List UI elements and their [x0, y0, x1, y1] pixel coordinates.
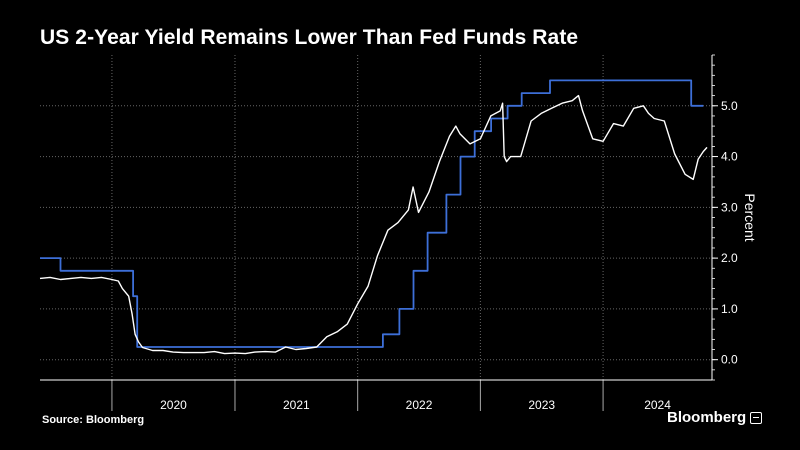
- chart-title: US 2-Year Yield Remains Lower Than Fed F…: [40, 26, 579, 49]
- two-year-yield-line: [39, 94, 708, 355]
- y-tick-label: 0.0: [721, 353, 738, 367]
- x-tick-label: 2021: [283, 398, 310, 412]
- x-tick-label: 2020: [160, 398, 187, 412]
- brand-logo: Bloomberg: [667, 409, 763, 426]
- source-note: Source: Bloomberg: [42, 414, 145, 426]
- bloomberg-mark-icon: [750, 411, 763, 424]
- series-layer: [39, 79, 708, 355]
- y-tick-label: 3.0: [721, 200, 738, 214]
- x-tick-label: 2023: [528, 398, 555, 412]
- x-tick-label: 2024: [644, 398, 671, 412]
- x-tick-label: 2022: [406, 398, 433, 412]
- grid-layer: [40, 55, 712, 380]
- brand-name: Bloomberg: [667, 409, 747, 426]
- fed-funds-rate-line: [40, 79, 704, 348]
- y-axis: 0.0 1.0 2.0 3.0 4.0 5.0 Percent: [711, 54, 758, 381]
- y-tick-label: 4.0: [721, 150, 738, 164]
- y-tick-label: 2.0: [721, 251, 738, 265]
- y-axis-title: Percent: [742, 193, 758, 241]
- y-tick-label: 5.0: [721, 99, 738, 113]
- y-tick-label: 1.0: [721, 302, 738, 316]
- x-axis: 2020 2021 2022 2023 2024: [40, 379, 712, 412]
